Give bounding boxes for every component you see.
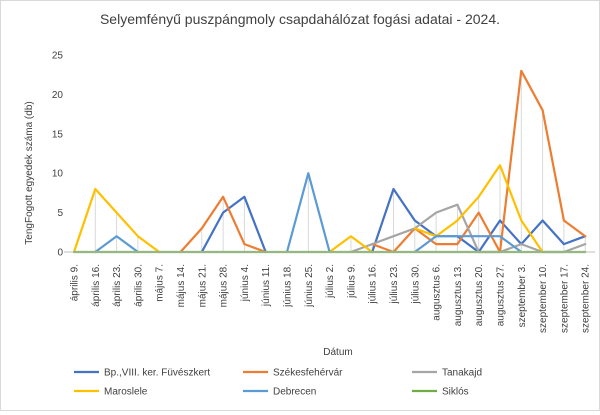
x-axis-title: Dátum xyxy=(323,347,352,358)
x-tick-label: július 2. xyxy=(325,264,336,299)
x-tick-label: április 30. xyxy=(133,264,144,307)
legend-label: Siklós xyxy=(442,387,469,398)
x-tick-label: július 9. xyxy=(346,264,357,299)
legend-label: Tanakajd xyxy=(442,368,482,379)
series-line xyxy=(179,69,587,254)
x-tick-label: augusztus 6. xyxy=(432,264,443,321)
y-tick-label: 5 xyxy=(57,208,63,219)
x-tick-label: július 23. xyxy=(389,264,400,304)
x-tick-label: augusztus 13. xyxy=(453,264,464,326)
x-tick-label: szeptember 10. xyxy=(538,264,549,333)
x-tick-label: július 30. xyxy=(410,264,421,304)
series-lines xyxy=(72,69,587,254)
x-tick-label: április 23. xyxy=(112,264,123,307)
x-tick-label: augusztus 20. xyxy=(474,264,485,326)
x-tick-label: július 16. xyxy=(368,264,379,304)
y-axis-title: TengFogott egyedek száma (db) xyxy=(24,101,35,244)
y-tick-label: 25 xyxy=(52,51,64,62)
x-tick-label: június 4. xyxy=(240,264,251,302)
legend: Bp.,VIII. ker. Füvészkert Székesfehérvár T… xyxy=(74,368,482,398)
x-tick-label: május 7. xyxy=(155,264,166,302)
y-tick-label: 0 xyxy=(57,248,63,259)
x-axis: április 9. április 16. április 23. április … xyxy=(64,251,596,333)
chart-title: Selyemfényű puszpángmoly csapdahálózat f… xyxy=(100,11,500,27)
x-tick-label: május 28. xyxy=(219,264,230,307)
x-tick-label: május 14. xyxy=(176,264,187,307)
x-tick-label: szeptember 3. xyxy=(517,264,528,327)
legend-label: Bp.,VIII. ker. Füvészkert xyxy=(104,368,210,379)
y-tick-label: 20 xyxy=(52,90,64,101)
y-tick-label: 15 xyxy=(52,129,64,140)
x-tick-label: június 11. xyxy=(261,264,272,307)
y-axis: 0 5 10 15 20 25 xyxy=(52,51,64,259)
legend-label: Maroslele xyxy=(104,387,148,398)
x-tick-label: április 16. xyxy=(91,264,102,307)
legend-label: Debrecen xyxy=(273,387,316,398)
x-tick-label: szeptember 24. xyxy=(581,264,592,333)
x-tick-label: április 9. xyxy=(70,264,81,301)
drop-lines xyxy=(94,70,586,252)
x-tick-label: május 21. xyxy=(197,264,208,307)
x-tick-label: június 25. xyxy=(304,264,315,308)
x-tick-label: augusztus 27. xyxy=(496,264,507,326)
x-tick-label: szeptember 17. xyxy=(559,264,570,333)
y-tick-label: 10 xyxy=(52,169,64,180)
series-line xyxy=(94,172,523,254)
x-tick-label: június 18. xyxy=(283,264,294,308)
legend-label: Székesfehérvár xyxy=(273,368,343,379)
